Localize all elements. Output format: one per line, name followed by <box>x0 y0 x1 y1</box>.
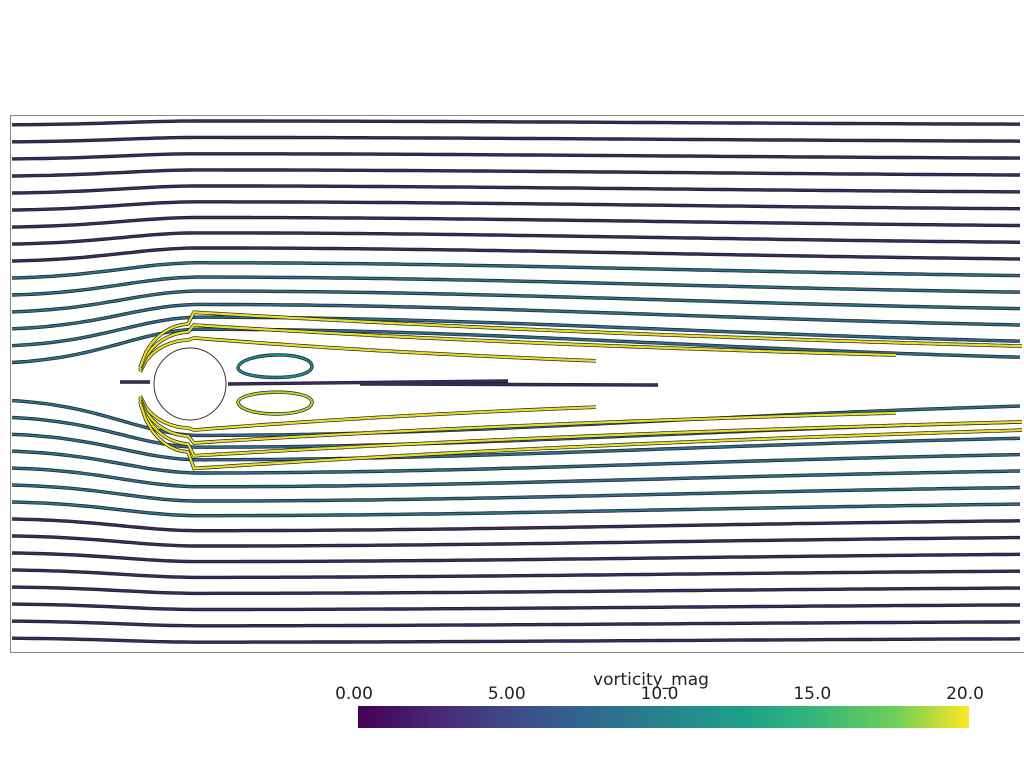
colorbar-tick-label: 20.0 <box>946 684 984 704</box>
colorbar-ticks: 0.00 5.00 10.0 15.0 20.0 <box>335 684 984 704</box>
streamline <box>11 152 1020 160</box>
streamline <box>11 168 1020 177</box>
colorbar-tick-label: 0.00 <box>335 684 373 704</box>
streamline <box>236 391 314 415</box>
streamline <box>11 216 1020 229</box>
streamline <box>11 450 1021 474</box>
streamline <box>236 353 314 379</box>
streamline <box>11 586 1020 595</box>
colorbar-tick-label: 15.0 <box>793 684 831 704</box>
colorbar-title: vorticity_mag <box>593 670 709 690</box>
streamline <box>11 261 1021 279</box>
streamline <box>11 637 1021 644</box>
streamline <box>138 323 897 371</box>
streamline <box>11 467 1021 488</box>
colorbar-tick-label: 10.0 <box>641 684 679 704</box>
streamline <box>11 316 1021 347</box>
streamline <box>139 395 597 432</box>
streamline <box>11 231 1021 246</box>
streamline <box>138 311 1023 368</box>
streamline <box>11 603 1020 611</box>
streamline <box>11 303 1021 330</box>
colorbar-tick-label: 5.00 <box>488 684 526 704</box>
streamline <box>11 552 1021 563</box>
colorbar <box>358 706 969 728</box>
streamline <box>11 433 1021 461</box>
cylinder <box>153 347 227 421</box>
streamline <box>11 484 1021 502</box>
streamline <box>11 290 1021 313</box>
streamline <box>11 535 1020 547</box>
streamline <box>139 336 597 373</box>
streamline <box>11 247 1021 263</box>
streamline <box>11 185 1021 194</box>
streamline <box>11 276 1021 296</box>
streamline <box>11 518 1021 532</box>
streamline <box>11 120 1020 126</box>
streamline <box>11 501 1021 517</box>
streamline <box>11 328 1021 364</box>
streamline <box>138 400 1023 457</box>
streamline <box>138 397 897 445</box>
streamline <box>120 380 659 386</box>
streamline <box>12 136 1021 143</box>
streamline <box>138 402 1023 470</box>
streamline <box>11 569 1020 579</box>
streamline <box>11 200 1020 211</box>
streamline <box>12 620 1020 627</box>
streamlines <box>11 119 1023 644</box>
